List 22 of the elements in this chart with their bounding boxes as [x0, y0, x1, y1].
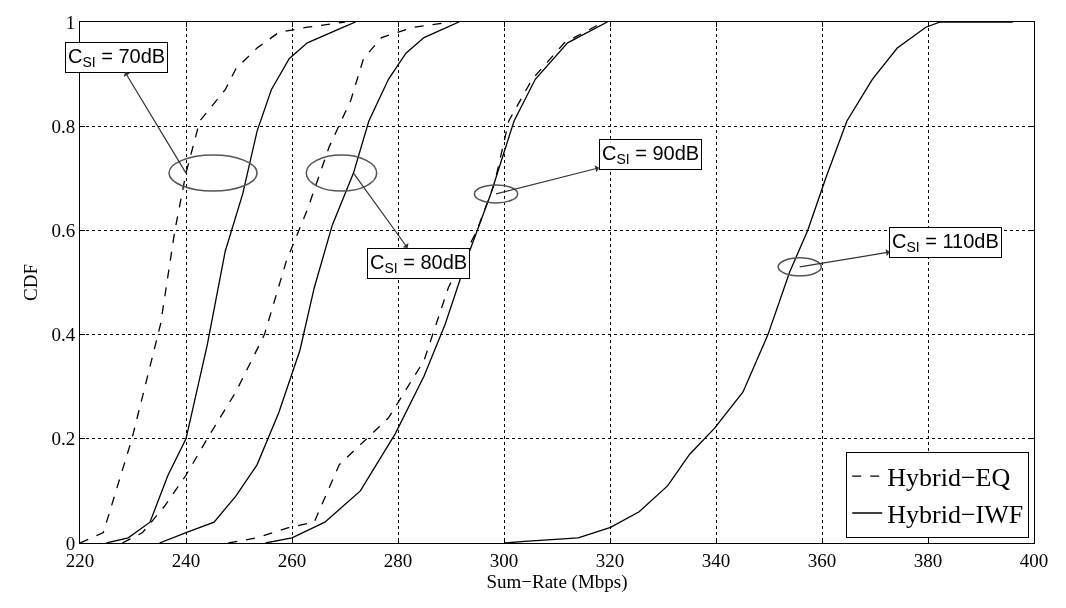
annotation: C$_{SI}$ = 80dB: [370, 251, 468, 277]
y-tick-label: 1: [65, 11, 76, 33]
x-tick-label: 340: [701, 549, 731, 571]
y-tick-label: 0.6: [51, 220, 76, 242]
x-tick-label: 320: [595, 549, 625, 571]
annotation: C$_{SI}$ = 70dB: [68, 45, 166, 71]
y-tick-label: 0.2: [51, 428, 76, 450]
annotation: C$_{SI}$ = 110dB: [892, 230, 999, 256]
x-tick-label: 380: [913, 549, 943, 571]
y-tick-label: 0.8: [51, 115, 76, 137]
x-tick-label: 280: [383, 549, 413, 571]
x-tick-label: 360: [807, 549, 837, 571]
y-axis-title: CDF: [20, 264, 42, 301]
legend-label: Hybrid−EQ: [887, 463, 1011, 493]
annotation: C$_{SI}$ = 90dB: [602, 142, 700, 168]
x-tick-label: 300: [489, 549, 519, 571]
x-tick-label: 400: [1019, 549, 1049, 571]
x-tick-label: 240: [171, 549, 201, 571]
x-axis-title: Sum−Rate (Mbps): [486, 570, 628, 593]
y-tick-label: 0.4: [51, 324, 76, 346]
x-tick-label: 260: [277, 549, 307, 571]
legend-label: Hybrid−IWF: [887, 500, 1024, 530]
